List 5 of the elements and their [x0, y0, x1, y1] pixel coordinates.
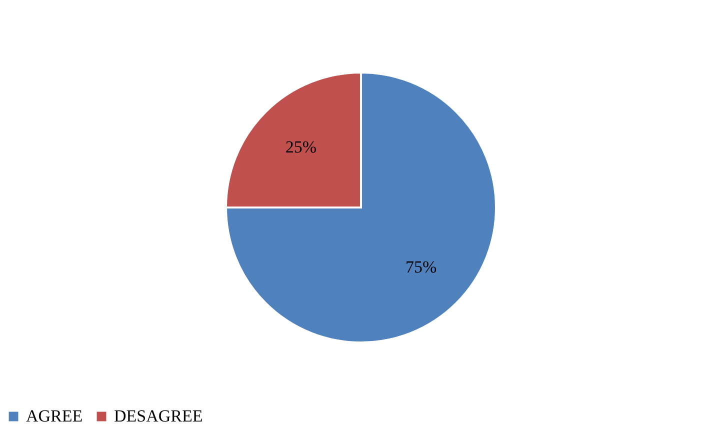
legend-label: AGREE	[26, 406, 83, 426]
data-label: 75%	[406, 258, 437, 277]
pie-slice	[225, 72, 497, 344]
legend-label: DESAGREE	[114, 406, 203, 426]
data-label: 25%	[285, 137, 316, 156]
